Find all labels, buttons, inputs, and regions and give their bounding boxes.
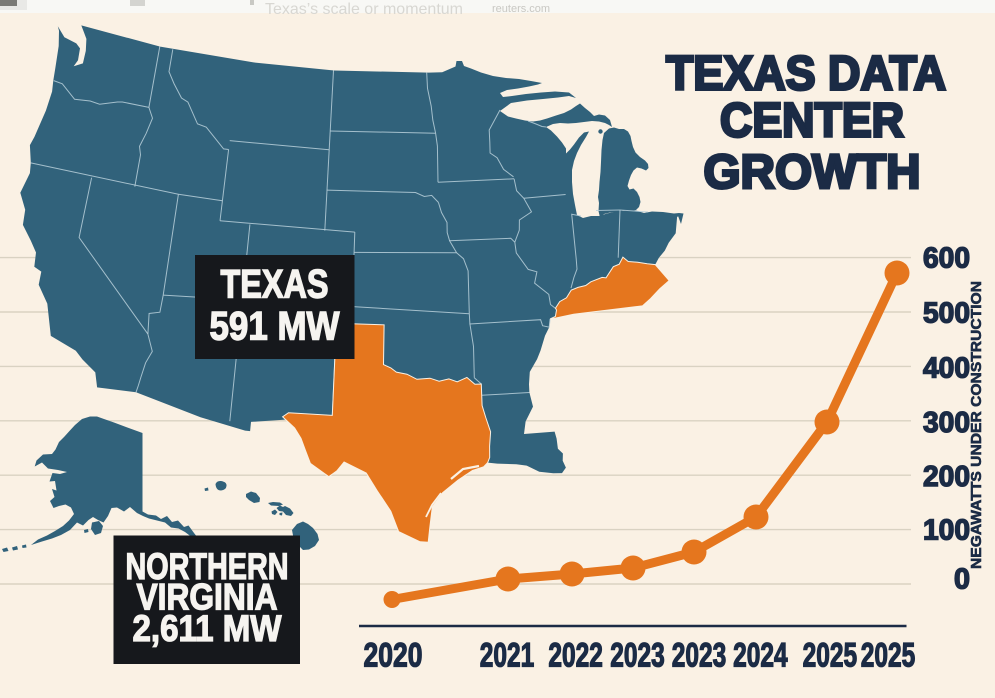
- svg-text:NEGAWATTS UNDER CONSTRUCTION: NEGAWATTS UNDER CONSTRUCTION: [969, 281, 985, 569]
- svg-text:2025: 2025: [861, 637, 916, 675]
- svg-text:TEXAS DATA: TEXAS DATA: [666, 48, 946, 101]
- svg-text:NORTHERN: NORTHERN: [126, 546, 289, 587]
- svg-text:2022: 2022: [548, 637, 603, 675]
- svg-text:500: 500: [923, 297, 970, 329]
- svg-text:2023: 2023: [610, 637, 665, 675]
- svg-text:2024: 2024: [733, 637, 788, 675]
- svg-text:reuters.com: reuters.com: [492, 3, 550, 15]
- svg-text:400: 400: [923, 353, 970, 385]
- svg-text:CENTER: CENTER: [720, 95, 904, 148]
- svg-text:0: 0: [954, 563, 970, 595]
- svg-text:591 MW: 591 MW: [210, 305, 340, 349]
- svg-text:2023: 2023: [672, 637, 727, 675]
- svg-text:100: 100: [923, 515, 970, 547]
- svg-text:2025: 2025: [803, 637, 858, 675]
- svg-text:200: 200: [923, 461, 970, 493]
- svg-text:VIRGINIA: VIRGINIA: [137, 577, 278, 618]
- svg-text:GROWTH: GROWTH: [704, 146, 921, 199]
- svg-text:Texas’s scale or momentum: Texas’s scale or momentum: [265, 1, 463, 18]
- svg-text:2021: 2021: [480, 637, 535, 675]
- svg-text:TEXAS: TEXAS: [221, 263, 329, 307]
- svg-text:2,611 MW: 2,611 MW: [133, 608, 282, 649]
- svg-text:600: 600: [923, 243, 970, 275]
- svg-text:2020: 2020: [364, 637, 423, 675]
- svg-text:300: 300: [923, 407, 970, 439]
